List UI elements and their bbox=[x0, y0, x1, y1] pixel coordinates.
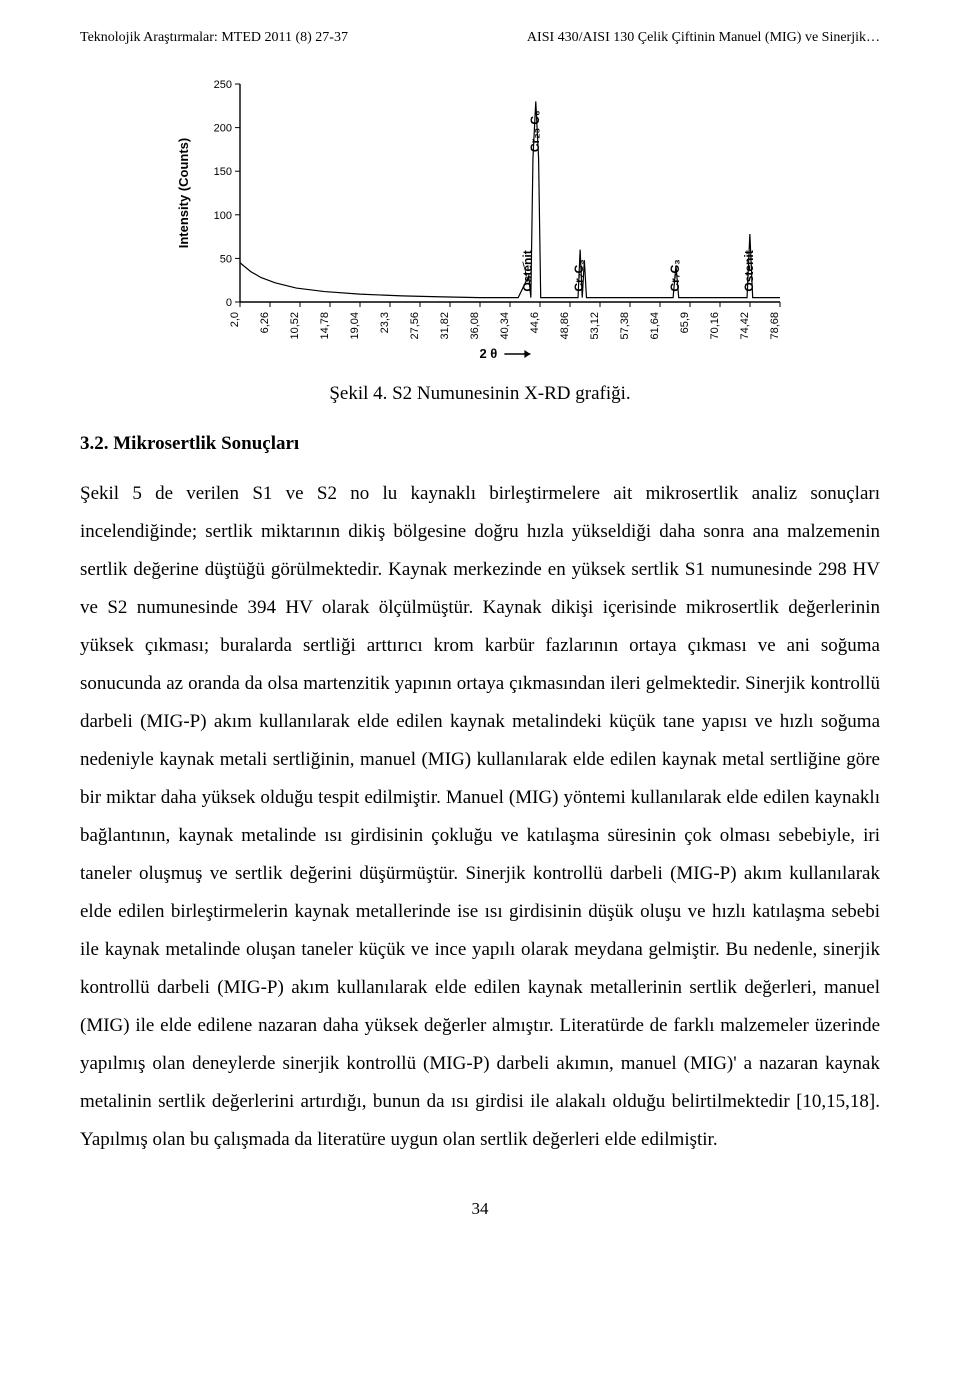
svg-text:10,52: 10,52 bbox=[289, 312, 301, 340]
page-header: Teknolojik Araştırmalar: MTED 2011 (8) 2… bbox=[80, 30, 880, 46]
svg-text:Ostenit: Ostenit bbox=[742, 250, 756, 291]
svg-text:44,6: 44,6 bbox=[529, 312, 541, 333]
svg-text:70,16: 70,16 bbox=[709, 312, 721, 340]
page-number: 34 bbox=[80, 1199, 880, 1219]
svg-text:40,34: 40,34 bbox=[499, 312, 511, 340]
body-paragraph: Şekil 5 de verilen S1 ve S2 no lu kaynak… bbox=[80, 475, 880, 1159]
svg-text:6,26: 6,26 bbox=[259, 312, 271, 333]
svg-text:36,08: 36,08 bbox=[469, 312, 481, 340]
svg-text:53,12: 53,12 bbox=[589, 312, 601, 340]
svg-text:74,42: 74,42 bbox=[739, 312, 751, 340]
xrd-chart: 0 50 100 150 200 250 Intensity (Counts) 2,0 6,26… bbox=[170, 72, 790, 377]
svg-text:48,86: 48,86 bbox=[559, 312, 571, 340]
header-right: AISI 430/AISI 130 Çelik Çiftinin Manuel … bbox=[527, 30, 880, 46]
svg-text:31,82: 31,82 bbox=[439, 312, 451, 340]
section-heading: 3.2. Mikrosertlik Sonuçları bbox=[80, 433, 880, 455]
svg-text:23,3: 23,3 bbox=[379, 312, 391, 333]
svg-text:2,0: 2,0 bbox=[229, 312, 241, 327]
svg-text:Cr₇C₃: Cr₇C₃ bbox=[572, 259, 586, 291]
svg-text:100: 100 bbox=[214, 210, 232, 222]
header-left: Teknolojik Araştırmalar: MTED 2011 (8) 2… bbox=[80, 30, 348, 46]
svg-text:14,78: 14,78 bbox=[319, 312, 331, 340]
svg-text:61,64: 61,64 bbox=[649, 312, 661, 340]
svg-text:65,9: 65,9 bbox=[679, 312, 691, 333]
svg-text:Cr₂₃ C₆: Cr₂₃ C₆ bbox=[528, 110, 542, 152]
svg-text:Cr₇C₃: Cr₇C₃ bbox=[668, 259, 682, 291]
section-number: 3.2. bbox=[80, 433, 109, 454]
svg-text:27,56: 27,56 bbox=[409, 312, 421, 340]
svg-text:57,38: 57,38 bbox=[619, 312, 631, 340]
xrd-svg: 0 50 100 150 200 250 Intensity (Counts) 2,0 6,26… bbox=[170, 72, 790, 372]
svg-text:200: 200 bbox=[214, 123, 232, 135]
svg-text:250: 250 bbox=[214, 79, 232, 91]
svg-text:Intensity (Counts): Intensity (Counts) bbox=[176, 138, 191, 249]
svg-text:2 θ: 2 θ bbox=[479, 346, 497, 361]
svg-text:150: 150 bbox=[214, 166, 232, 178]
section-title-text: Mikrosertlik Sonuçları bbox=[113, 433, 299, 454]
svg-text:19,04: 19,04 bbox=[349, 312, 361, 340]
svg-text:50: 50 bbox=[220, 253, 232, 265]
svg-text:78,68: 78,68 bbox=[769, 312, 781, 340]
svg-text:0: 0 bbox=[226, 297, 232, 309]
figure-caption: Şekil 4. S2 Numunesinin X-RD grafiği. bbox=[80, 383, 880, 405]
svg-text:Ostenit: Ostenit bbox=[521, 250, 535, 291]
